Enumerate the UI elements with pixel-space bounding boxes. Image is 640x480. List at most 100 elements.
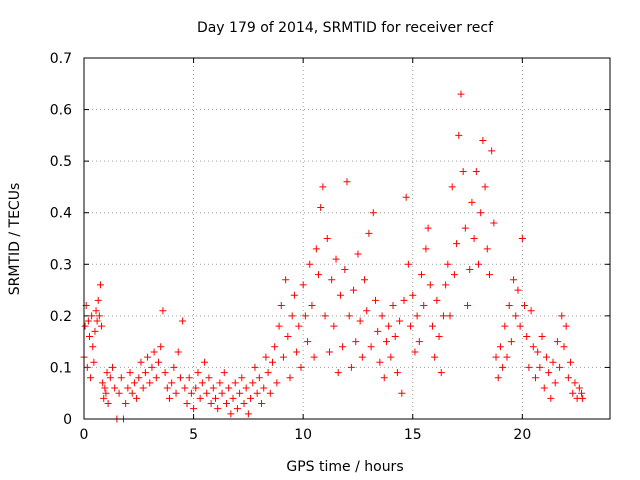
data-point <box>194 369 202 377</box>
data-point <box>556 363 564 371</box>
data-point <box>442 281 450 289</box>
data-point <box>345 312 353 320</box>
data-point <box>411 348 419 356</box>
data-point <box>255 374 263 382</box>
data-point <box>277 302 285 310</box>
data-point <box>308 302 316 310</box>
y-tick-label: 0.4 <box>50 206 72 222</box>
data-point <box>190 405 198 413</box>
data-point <box>415 338 423 346</box>
data-point <box>262 353 270 361</box>
data-point <box>481 183 489 191</box>
data-point <box>516 322 524 330</box>
data-point <box>431 353 439 361</box>
data-point <box>312 245 320 253</box>
data-point <box>249 379 257 387</box>
data-point <box>579 394 587 402</box>
axis-ticks: 0 5 10 15 20 0 0.1 0.2 0.3 0.4 0.5 0.6 0.7 <box>50 51 610 443</box>
data-point <box>317 204 325 212</box>
data-point <box>201 358 209 366</box>
data-point <box>247 394 255 402</box>
data-point <box>216 379 224 387</box>
data-point <box>238 374 246 382</box>
data-point <box>155 358 163 366</box>
data-point <box>111 384 119 392</box>
data-point <box>545 369 553 377</box>
data-point <box>428 322 436 330</box>
data-point <box>374 327 382 335</box>
data-point <box>393 369 401 377</box>
data-point <box>135 374 143 382</box>
data-point <box>507 338 515 346</box>
data-point <box>290 291 298 299</box>
data-point <box>170 363 178 371</box>
data-point <box>527 307 535 315</box>
data-point <box>553 338 561 346</box>
data-point <box>212 394 219 402</box>
data-point <box>551 379 559 387</box>
data-point <box>242 384 250 392</box>
data-point <box>181 384 189 392</box>
data-point <box>152 374 160 382</box>
data-point <box>540 384 548 392</box>
data-point <box>367 343 375 351</box>
data-point <box>299 281 307 289</box>
data-point <box>99 379 107 387</box>
data-point <box>260 384 268 392</box>
data-point <box>558 312 566 320</box>
data-point <box>163 384 171 392</box>
data-point <box>542 353 550 361</box>
data-point <box>514 286 522 294</box>
data-point <box>376 358 384 366</box>
data-point <box>319 183 327 191</box>
data-point <box>222 400 230 408</box>
data-point <box>185 374 193 382</box>
data-point <box>339 343 347 351</box>
data-point <box>96 281 104 289</box>
data-point <box>240 400 248 408</box>
data-point <box>450 271 458 279</box>
data-point <box>159 307 167 315</box>
data-point <box>564 374 572 382</box>
y-tick-label: 0.7 <box>50 51 72 67</box>
data-point <box>174 348 182 356</box>
data-point <box>124 384 132 392</box>
y-tick-label: 0.6 <box>50 103 72 119</box>
data-point <box>264 369 272 377</box>
data-point <box>350 286 358 294</box>
data-point <box>525 363 533 371</box>
data-point <box>192 384 200 392</box>
data-point <box>87 374 95 382</box>
data-point <box>439 312 447 320</box>
data-point <box>286 374 294 382</box>
data-point <box>523 332 531 340</box>
data-point <box>398 389 406 397</box>
data-point <box>446 312 454 320</box>
data-point <box>490 219 498 227</box>
data-point <box>435 332 443 340</box>
data-point <box>426 281 434 289</box>
data-point <box>137 358 145 366</box>
data-point <box>437 369 445 377</box>
data-point <box>354 250 362 258</box>
data-point <box>382 338 390 346</box>
data-point <box>365 229 373 237</box>
data-point <box>389 302 397 310</box>
data-point <box>499 363 507 371</box>
data-point <box>92 307 100 315</box>
data-point <box>455 131 463 139</box>
data-point <box>130 379 138 387</box>
data-point <box>358 353 366 361</box>
y-tick-label: 0.5 <box>50 154 72 170</box>
data-point <box>407 322 415 330</box>
data-point <box>293 348 301 356</box>
data-point <box>214 405 222 413</box>
data-point <box>547 394 555 402</box>
data-point <box>183 400 191 408</box>
data-point <box>141 369 149 377</box>
data-point <box>266 389 274 397</box>
data-point <box>325 348 333 356</box>
data-point <box>494 374 502 382</box>
data-point <box>343 178 351 186</box>
